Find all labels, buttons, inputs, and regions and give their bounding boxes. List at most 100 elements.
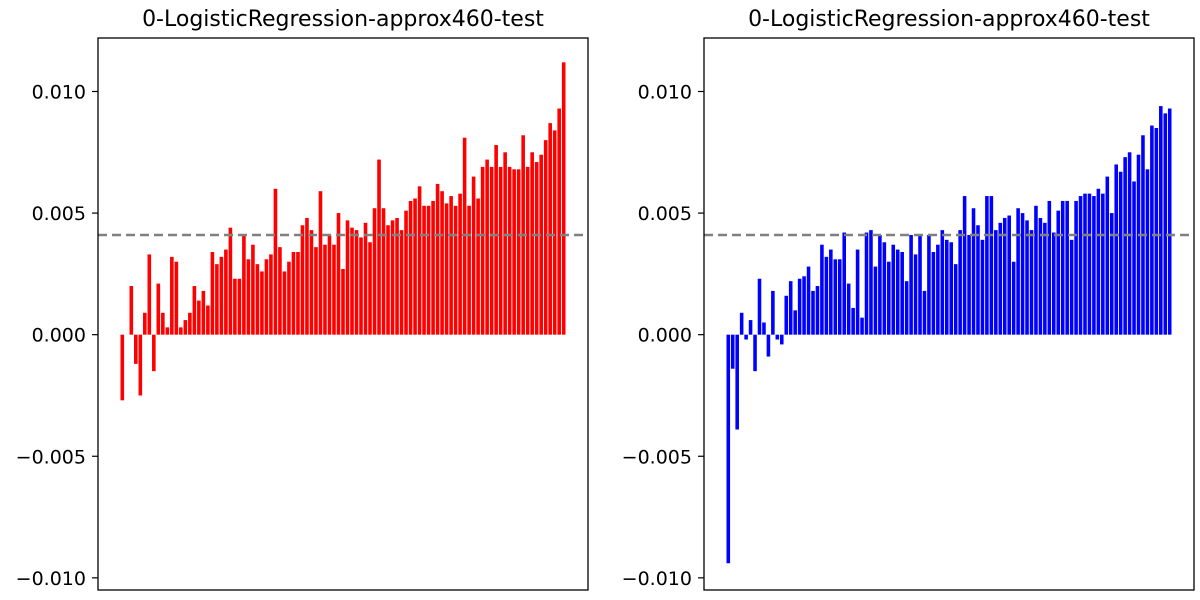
left-bar xyxy=(485,159,489,335)
right-bar xyxy=(1163,113,1168,335)
right-bar xyxy=(1083,193,1087,335)
left-chart-axes: −0.010 −0.005 0.000 0.005 0.010 xyxy=(16,37,589,591)
left-bar xyxy=(134,334,138,364)
left-bar xyxy=(260,271,264,335)
right-bar xyxy=(976,225,980,335)
right-y-tick-label: −0.010 xyxy=(622,568,692,590)
right-chart-panel: 0-LogisticRegression-approx460-test −0.0… xyxy=(622,7,1195,591)
right-bar xyxy=(980,239,985,335)
right-bar xyxy=(922,290,927,335)
right-bar xyxy=(1127,152,1132,335)
left-bar xyxy=(480,166,485,335)
left-bar xyxy=(291,251,296,335)
right-bar xyxy=(1007,215,1011,335)
left-bar xyxy=(327,234,332,335)
left-bar xyxy=(309,230,314,335)
left-bar xyxy=(449,196,453,335)
left-chart-panel: 0-LogisticRegression-approx460-test −0.0… xyxy=(16,7,589,591)
right-bar xyxy=(820,244,824,335)
right-y-tick-label: −0.005 xyxy=(622,446,692,468)
left-bar xyxy=(530,152,534,335)
right-bar xyxy=(824,256,829,335)
right-bar xyxy=(994,230,998,335)
left-bar xyxy=(539,154,543,335)
right-bar xyxy=(753,334,757,372)
right-bar xyxy=(944,239,949,335)
left-bar xyxy=(233,278,237,335)
left-bar xyxy=(426,205,431,335)
right-bar xyxy=(1011,261,1016,335)
left-bar xyxy=(143,312,147,335)
left-bar xyxy=(525,166,530,335)
right-bar xyxy=(775,334,780,340)
right-bar xyxy=(985,196,989,335)
left-bar xyxy=(471,176,476,335)
left-bar xyxy=(345,220,350,335)
left-bar xyxy=(413,198,417,335)
right-bar xyxy=(788,281,793,335)
left-bar xyxy=(507,166,512,335)
right-bar xyxy=(989,196,994,335)
right-bar xyxy=(802,276,806,335)
left-bar xyxy=(174,261,179,335)
right-bar xyxy=(806,266,811,335)
right-bar xyxy=(887,261,891,335)
right-bar xyxy=(904,281,909,335)
right-bar xyxy=(1123,157,1127,335)
left-y-tick-label: −0.010 xyxy=(16,568,86,590)
left-bar xyxy=(228,227,233,335)
left-bar xyxy=(336,213,341,335)
left-bar xyxy=(431,200,435,335)
right-bar xyxy=(940,230,945,335)
left-bar xyxy=(296,251,300,335)
right-bar xyxy=(842,232,846,335)
right-bar xyxy=(891,244,896,335)
left-bar xyxy=(287,261,291,335)
right-bar xyxy=(793,310,797,335)
right-bar xyxy=(735,334,739,430)
left-bar xyxy=(170,256,174,335)
left-bar xyxy=(543,140,548,335)
right-bar xyxy=(851,307,855,335)
right-chart-axes: −0.010 −0.005 0.000 0.005 0.010 xyxy=(622,37,1195,591)
left-bar xyxy=(548,123,552,335)
left-bar xyxy=(120,334,125,401)
left-bar xyxy=(156,283,161,335)
left-bar xyxy=(557,108,561,335)
left-bar xyxy=(224,249,228,335)
right-bar xyxy=(1109,213,1114,335)
left-bar xyxy=(440,191,444,335)
left-bar xyxy=(417,186,422,335)
left-bar xyxy=(399,230,404,335)
left-bar xyxy=(404,210,408,335)
left-bar xyxy=(363,222,368,335)
right-bar xyxy=(1154,127,1159,335)
left-bar xyxy=(408,200,413,335)
right-bar xyxy=(895,249,900,335)
right-bar xyxy=(1092,196,1096,335)
right-bar xyxy=(739,312,744,335)
right-chart-bars xyxy=(726,106,1172,564)
left-bar xyxy=(237,278,242,335)
left-bar xyxy=(147,254,152,335)
left-bar xyxy=(251,244,255,335)
right-y-tick-label: 0.005 xyxy=(638,203,692,225)
left-bar xyxy=(255,264,260,335)
left-bar xyxy=(498,166,503,335)
right-bar xyxy=(882,242,887,335)
right-bar xyxy=(913,254,918,335)
left-bar xyxy=(183,320,188,335)
left-bar xyxy=(534,162,539,335)
left-bar xyxy=(188,312,192,335)
right-bar xyxy=(846,283,851,335)
right-chart-title: 0-LogisticRegression-approx460-test xyxy=(748,7,1150,32)
right-bar xyxy=(936,244,940,335)
left-bar xyxy=(192,286,197,335)
right-bar xyxy=(1016,208,1020,335)
right-bar xyxy=(1101,193,1105,335)
right-bar xyxy=(730,334,735,369)
right-bar xyxy=(811,290,815,335)
left-bar xyxy=(246,259,251,335)
right-bar xyxy=(1020,213,1025,335)
